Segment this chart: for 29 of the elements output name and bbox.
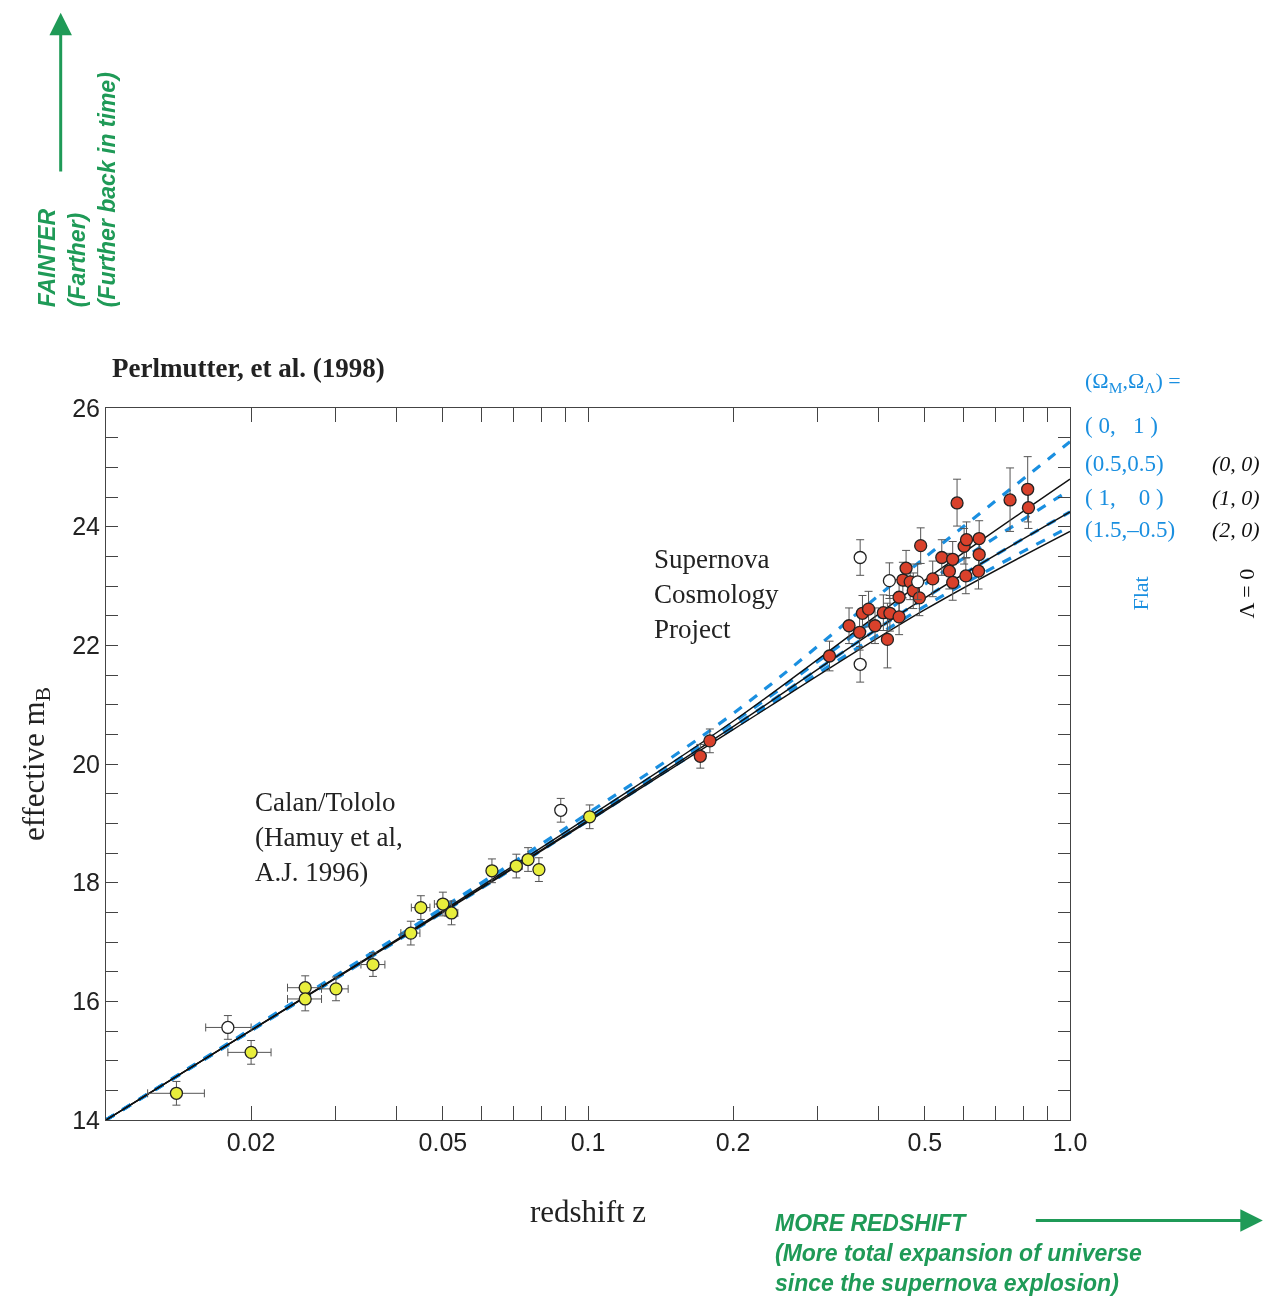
y-tick-label: 24 bbox=[72, 512, 101, 541]
series-label: (0.5,0.5) bbox=[1085, 451, 1164, 476]
series-label: ( 0, 1 ) bbox=[1085, 413, 1158, 438]
annotation: Supernova Cosmology Project bbox=[654, 544, 780, 645]
y-tick-label: 14 bbox=[72, 1105, 101, 1134]
chart-title: Perlmutter, et al. (1998) bbox=[112, 353, 385, 384]
x-tick-label: 0.2 bbox=[715, 1128, 751, 1156]
x-tick-label: 0.05 bbox=[418, 1128, 468, 1156]
x-axis-title: redshift z bbox=[529, 1194, 647, 1230]
text: (2, 0) bbox=[1212, 517, 1260, 542]
y-tick-label: 20 bbox=[72, 749, 100, 778]
y-tick-label: 18 bbox=[72, 868, 100, 897]
x-tick-label: 0.02 bbox=[226, 1128, 276, 1156]
y-tick-label: 26 bbox=[72, 393, 100, 422]
series-label: ( 1, 0 ) bbox=[1085, 485, 1164, 510]
x-tick-label: 0.5 bbox=[907, 1128, 943, 1156]
text: MORE REDSHIFT (More total expansion of universe since the supernova explosion) bbox=[775, 1210, 1142, 1296]
annotation: Calan/Tololo (Hamuy et al, A.J. 1996) bbox=[255, 787, 403, 888]
text: (1, 0) bbox=[1212, 485, 1260, 510]
y-tick-label: 22 bbox=[72, 631, 100, 660]
text: Flat bbox=[1128, 576, 1154, 611]
text: (0, 0) bbox=[1212, 451, 1260, 476]
series-label: (1.5,–0.5) bbox=[1085, 517, 1176, 542]
text: FAINTER (Farther) (Further back in time) bbox=[33, 72, 120, 308]
text: (Ω$_{M}$,Ω$_{Λ}$) = bbox=[1085, 368, 1181, 396]
y-tick-label: 16 bbox=[72, 987, 100, 1016]
text: Λ = 0 bbox=[1234, 568, 1260, 619]
x-tick-label: 1.0 bbox=[1052, 1128, 1088, 1156]
x-tick-label: 0.1 bbox=[570, 1128, 606, 1156]
